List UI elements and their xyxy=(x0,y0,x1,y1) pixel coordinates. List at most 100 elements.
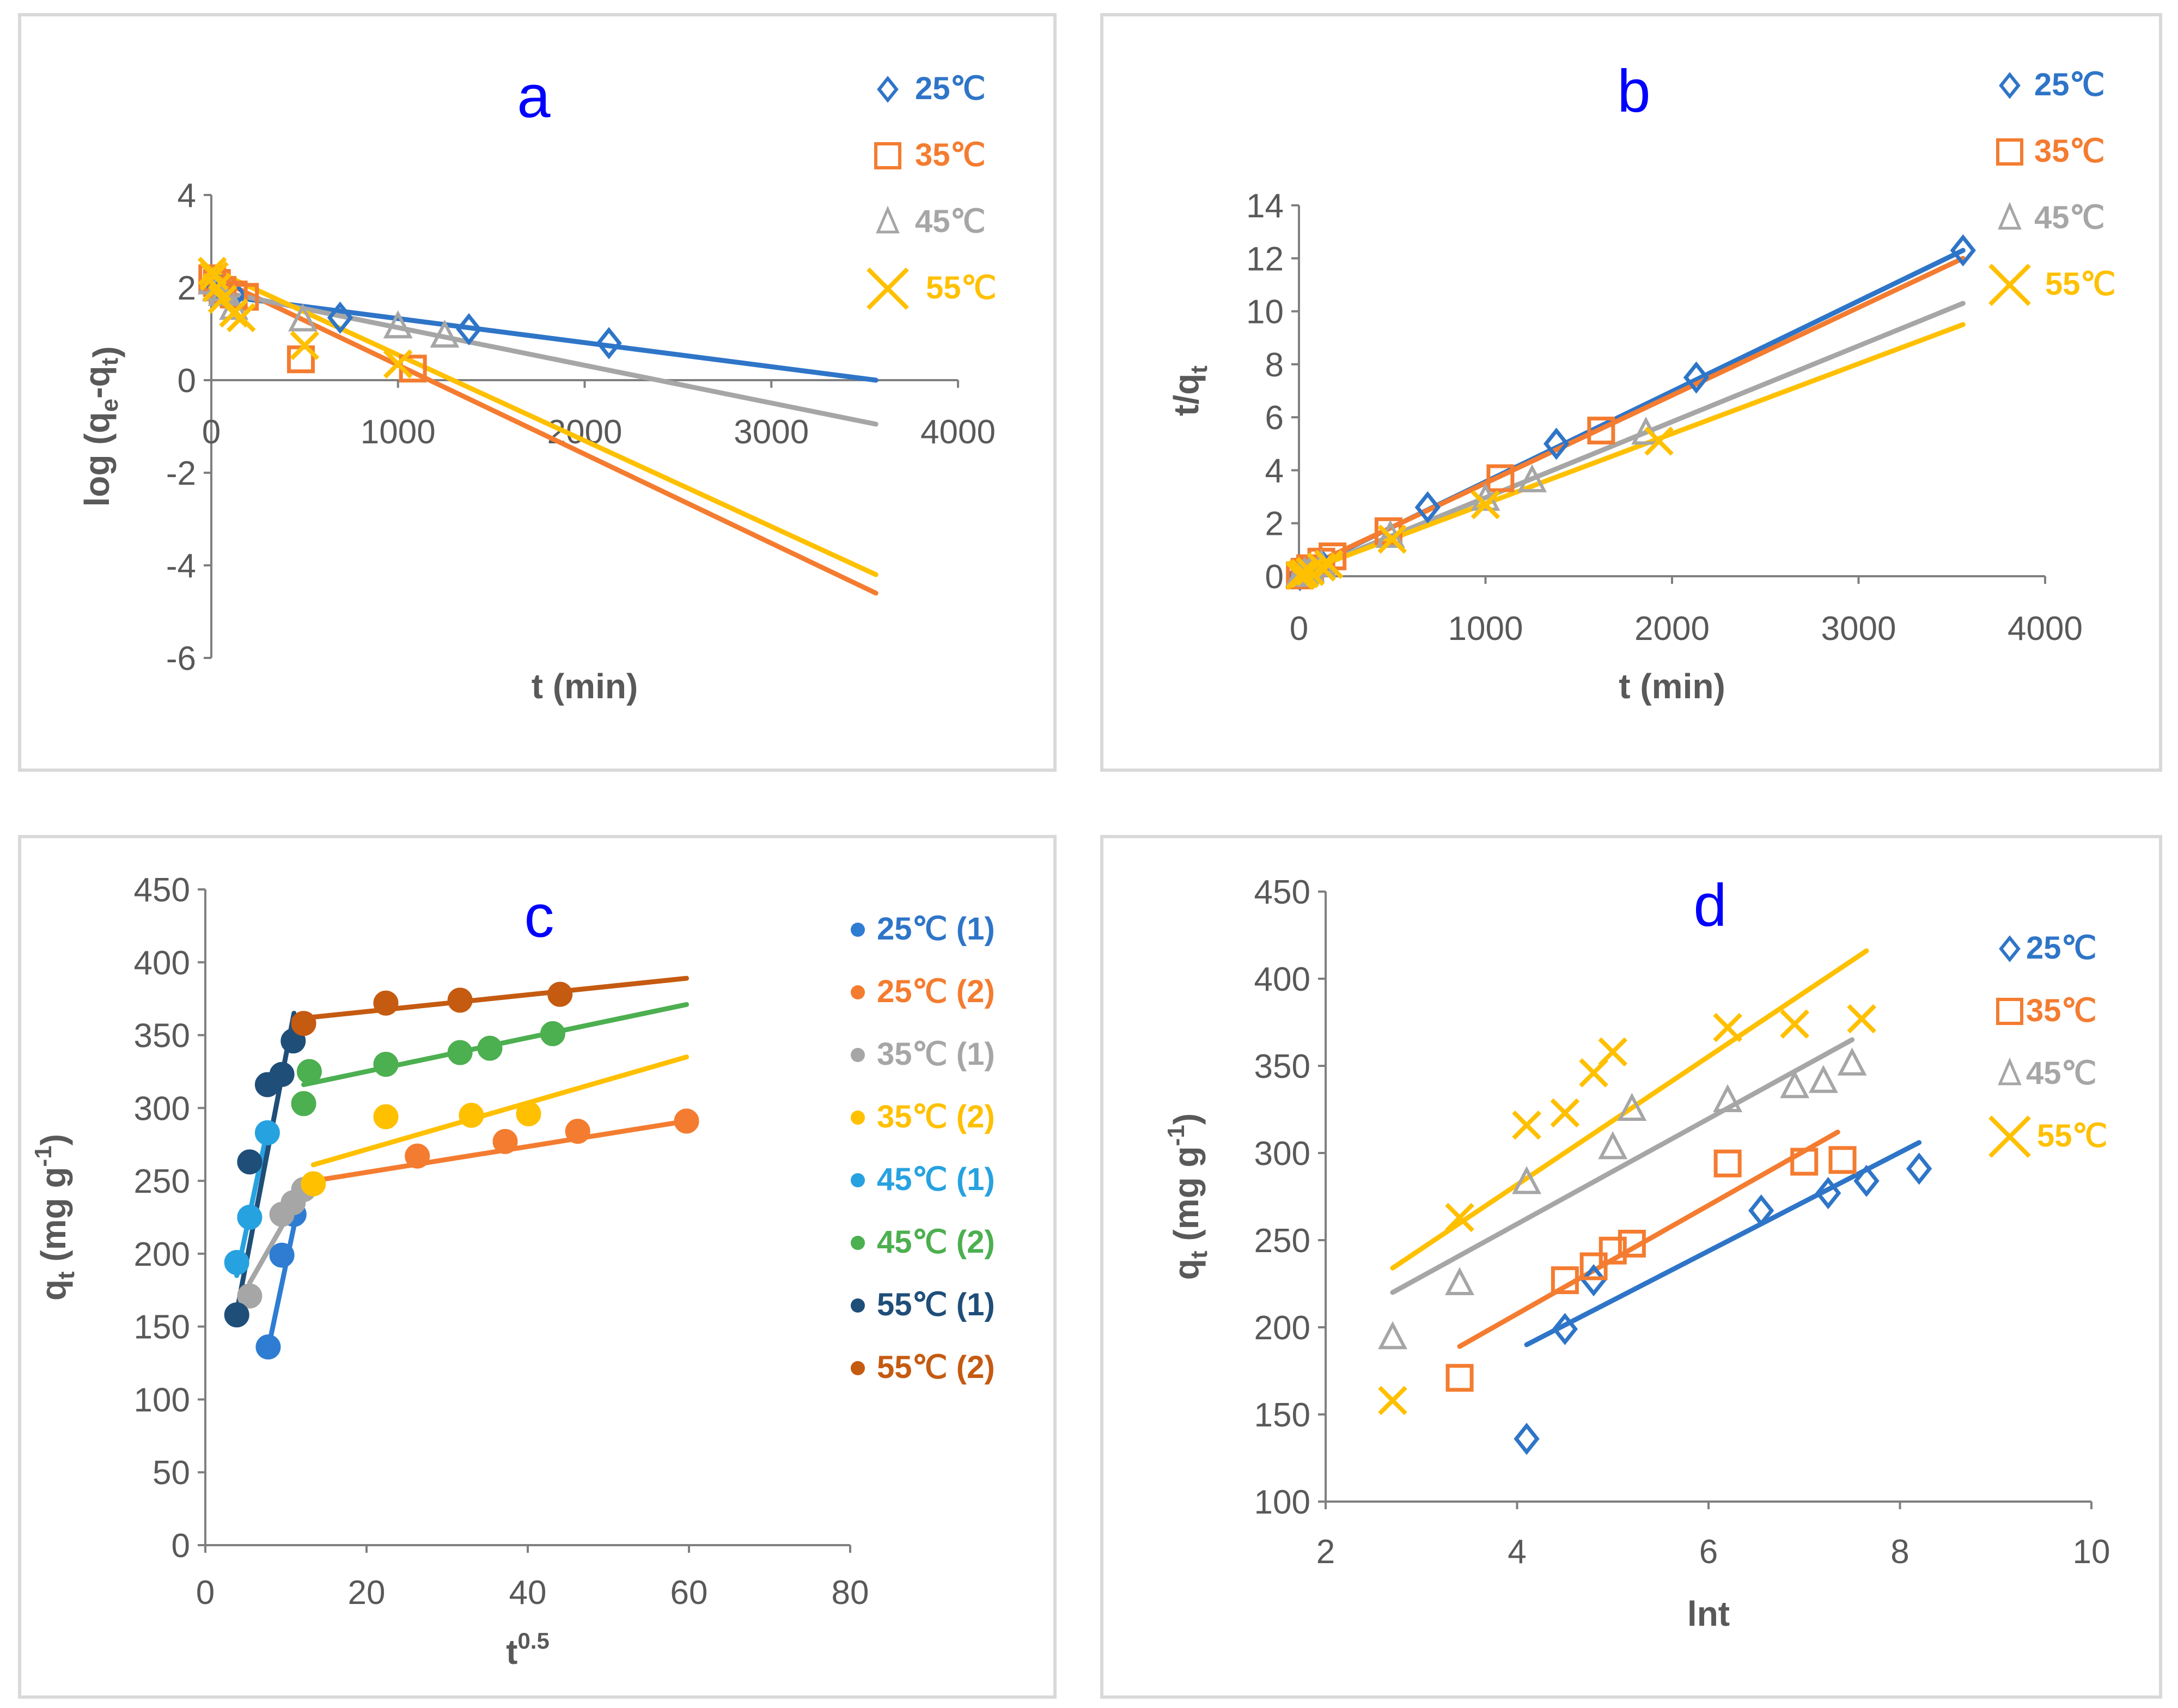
x-tick-label: 6 xyxy=(1699,1533,1718,1571)
x-tick-label: 1000 xyxy=(1448,610,1523,648)
y-tick-label: -6 xyxy=(166,640,196,678)
panel-letter: c xyxy=(524,883,554,950)
fit-line xyxy=(291,975,690,1022)
x-tick-label: 3000 xyxy=(734,413,809,451)
data-point xyxy=(383,310,413,339)
y-tick-label: -4 xyxy=(166,547,196,585)
data-point xyxy=(430,319,460,348)
data-point xyxy=(1780,1070,1810,1099)
data-point xyxy=(1445,1364,1474,1392)
y-tick-label: 6 xyxy=(1265,399,1284,437)
y-tick-label: 400 xyxy=(134,944,190,982)
data-point xyxy=(1713,1012,1742,1042)
legend-label: 45℃ (2) xyxy=(877,1224,995,1260)
y-tick-label: 0 xyxy=(178,362,196,400)
fit-line xyxy=(1390,1037,1855,1295)
data-point xyxy=(1853,1164,1880,1197)
y-tick-label: 50 xyxy=(152,1454,190,1492)
x-tick-label: 0 xyxy=(196,1574,215,1612)
data-point xyxy=(1377,524,1407,554)
data-point xyxy=(1618,1229,1646,1258)
y-tick-label: 14 xyxy=(1246,187,1284,225)
fit-line xyxy=(1296,322,1966,576)
legend-label: 55℃ xyxy=(2045,266,2116,302)
fit-line xyxy=(1457,1130,1840,1349)
legend-label: 35℃ xyxy=(915,137,986,173)
y-tick-label: 4 xyxy=(178,177,196,215)
fit-line xyxy=(209,287,878,427)
legend-label: 25℃ xyxy=(2026,930,2097,966)
data-point xyxy=(477,1035,503,1061)
data-point xyxy=(1551,1266,1579,1295)
data-point xyxy=(237,1283,263,1309)
legend-label: 25℃ xyxy=(2034,67,2105,102)
data-point xyxy=(237,1149,263,1175)
data-point xyxy=(1644,426,1674,456)
data-point xyxy=(596,327,622,359)
y-tick-label: 450 xyxy=(134,871,190,909)
fit-line xyxy=(1524,1140,1922,1347)
y-tick-label: 300 xyxy=(1254,1135,1310,1173)
y-tick-label: 2 xyxy=(178,270,196,307)
data-point xyxy=(1950,234,1976,267)
legend-marker xyxy=(867,267,909,310)
legend: 25℃ 35℃ 45℃ 55℃ xyxy=(1988,67,2116,306)
fit-line xyxy=(209,292,878,383)
data-point xyxy=(224,1302,249,1328)
x-tick-label: 4000 xyxy=(920,413,996,451)
data-point xyxy=(1445,1267,1475,1295)
data-point xyxy=(1579,1252,1608,1280)
x-tick-label: 0 xyxy=(1290,610,1308,648)
data-point xyxy=(254,1120,280,1145)
data-point xyxy=(301,1171,326,1197)
data-point xyxy=(1445,1203,1474,1233)
panel-b xyxy=(1100,13,2162,772)
data-point xyxy=(492,1128,518,1154)
data-point xyxy=(1550,1098,1580,1128)
y-tick-label: 4 xyxy=(1265,452,1284,490)
legend-marker xyxy=(1999,72,2021,99)
data-point xyxy=(1748,1194,1774,1227)
data-point xyxy=(291,1011,316,1036)
data-point xyxy=(1471,490,1500,520)
legend: 25℃ (1) 25℃ (2) 35℃ (1) 35℃ (2) 45℃ (1) 45℃ (… xyxy=(851,911,995,1385)
legend-marker xyxy=(1999,935,2021,962)
x-tick-label: 2000 xyxy=(547,413,623,451)
legend-marker xyxy=(1998,202,2022,230)
data-point xyxy=(1414,491,1441,524)
data-point xyxy=(1552,1313,1578,1345)
y-tick-label: 2 xyxy=(1265,505,1284,543)
chart-c: 450 400 350 300 250 200 150 100 50 00 20 40 60 80 c t0.… xyxy=(30,871,995,1672)
x-tick-label: 3000 xyxy=(1821,610,1896,648)
data-point xyxy=(1512,1166,1542,1194)
data-point xyxy=(1290,559,1320,588)
y-tick-label: 350 xyxy=(1254,1048,1310,1085)
panel-letter: b xyxy=(1617,58,1650,125)
panel-letter: d xyxy=(1693,872,1726,939)
data-point xyxy=(447,1040,473,1065)
panel-c xyxy=(18,835,1057,1699)
x-tick-label: 20 xyxy=(348,1574,386,1612)
data-point xyxy=(516,1101,541,1127)
data-point xyxy=(1314,550,1344,579)
data-point xyxy=(674,1108,699,1134)
data-point xyxy=(269,1062,295,1087)
data-point xyxy=(1837,1047,1867,1076)
fit-line xyxy=(209,266,878,577)
data-point xyxy=(1517,464,1547,492)
data-point xyxy=(1512,1110,1541,1140)
fit-line xyxy=(1296,301,1966,576)
data-point xyxy=(1790,1148,1819,1176)
legend-marker xyxy=(1996,998,2023,1025)
data-point xyxy=(1815,1176,1841,1210)
y-tick-label: 200 xyxy=(134,1236,190,1273)
x-tick-label: 10 xyxy=(2073,1533,2110,1571)
x-tick-label: 4 xyxy=(1508,1533,1526,1571)
data-point xyxy=(269,1242,295,1268)
data-point xyxy=(1307,552,1336,582)
data-point xyxy=(456,313,482,346)
x-tick-label: 2 xyxy=(1316,1533,1335,1571)
y-tick-label: 0 xyxy=(1265,558,1284,596)
data-point xyxy=(1378,1321,1407,1350)
legend-marker xyxy=(851,1236,865,1250)
